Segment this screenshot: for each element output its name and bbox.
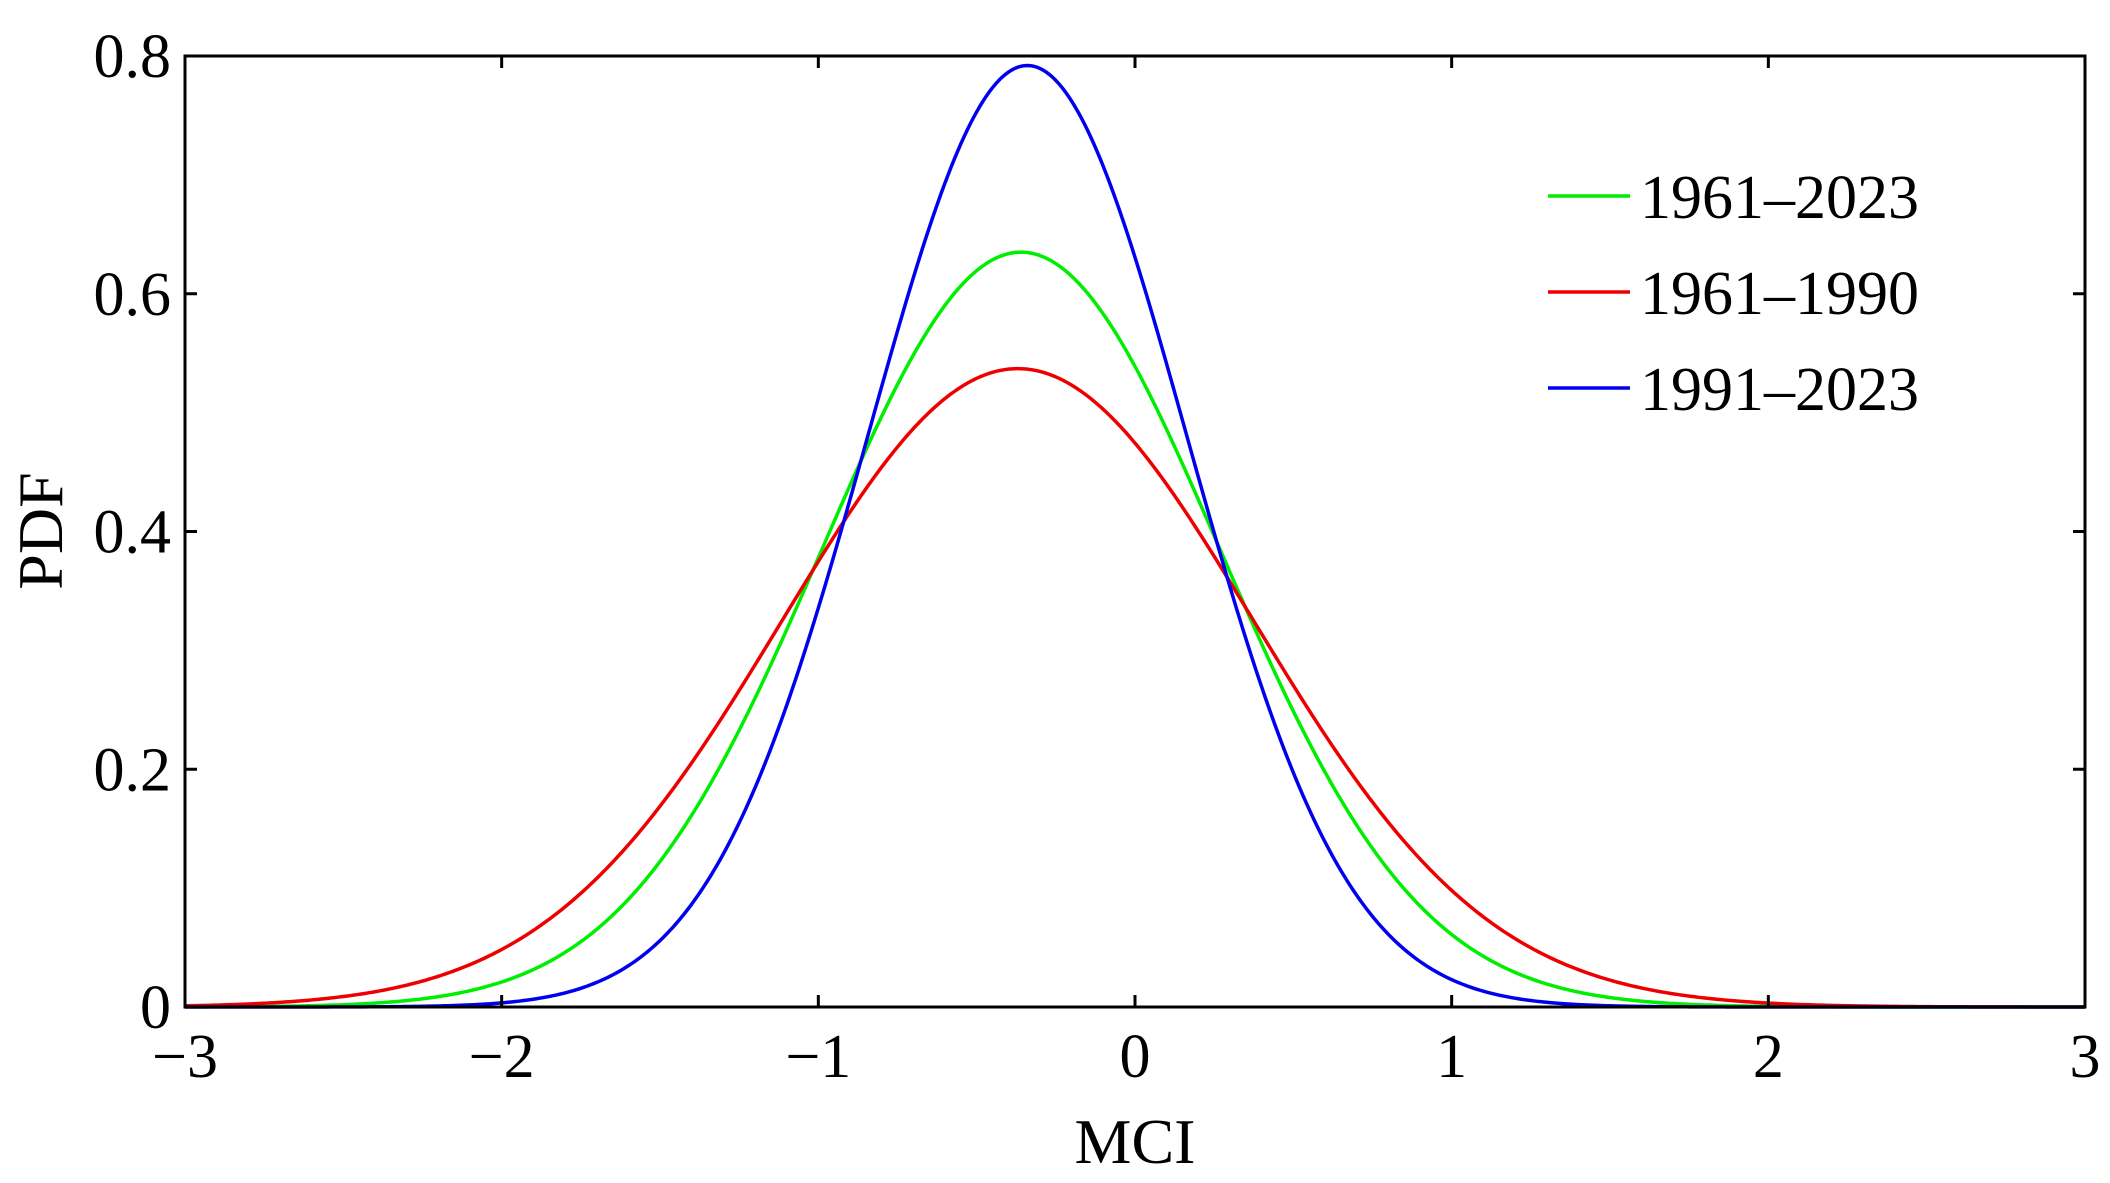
x-tick-label: 3 bbox=[2070, 1023, 2101, 1091]
y-tick-label: 0 bbox=[140, 974, 171, 1042]
legend-label-1: 1961–2023 bbox=[1640, 164, 1919, 232]
x-tick-label: 0 bbox=[1120, 1023, 1151, 1091]
y-tick-label: 0.6 bbox=[94, 261, 172, 329]
x-tick-label: 1 bbox=[1436, 1023, 1467, 1091]
ticks-layer: −3 −2 −1 0 1 2 3 0 0.2 0.4 0.6 0.8 bbox=[94, 23, 2101, 1091]
y-tick-label: 0.8 bbox=[94, 23, 172, 91]
x-axis-label: MCI bbox=[1075, 1106, 1196, 1177]
legend: 1961–2023 1961–1990 1991–2023 bbox=[1548, 164, 1919, 424]
x-tick-label: −3 bbox=[152, 1023, 218, 1091]
legend-label-2: 1961–1990 bbox=[1640, 260, 1919, 328]
legend-label-3: 1991–2023 bbox=[1640, 356, 1919, 424]
x-tick-label: −2 bbox=[469, 1023, 535, 1091]
y-tick-label: 0.2 bbox=[94, 736, 172, 804]
x-tick-label: −1 bbox=[785, 1023, 851, 1091]
y-axis-label: PDF bbox=[5, 472, 76, 589]
x-tick-label: 2 bbox=[1753, 1023, 1784, 1091]
y-tick-label: 0.4 bbox=[94, 499, 172, 567]
